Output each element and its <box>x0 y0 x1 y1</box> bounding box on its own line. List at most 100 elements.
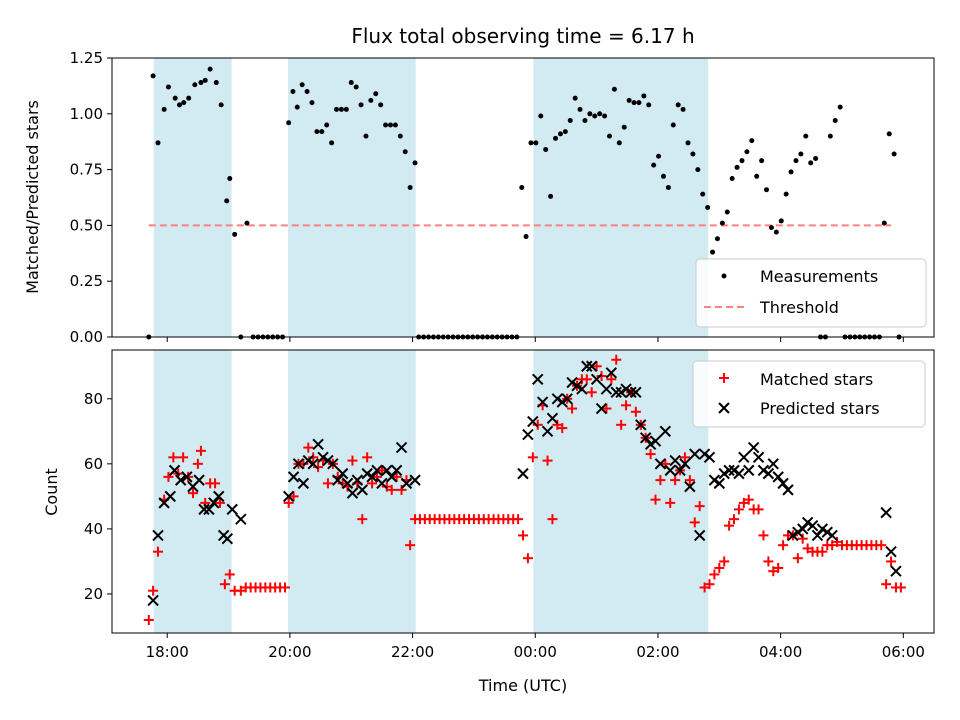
measurement-point-107 <box>675 102 681 108</box>
predicted-point-49 <box>546 412 559 425</box>
matched-point-83 <box>547 514 558 525</box>
predicted-point-67 <box>635 419 647 431</box>
top-ytick-label-2: 0.50 <box>70 216 103 234</box>
measurement-point-128 <box>778 218 784 224</box>
measurement-point-48 <box>387 122 393 128</box>
measurement-point-76 <box>523 234 529 240</box>
measurement-point-130 <box>788 169 794 175</box>
measurement-point-7 <box>181 100 187 106</box>
measurement-point-104 <box>660 173 666 179</box>
legend-cross-glyph <box>718 402 730 414</box>
matched-point-151 <box>881 579 892 590</box>
top-ytick-label-3: 0.75 <box>70 161 103 179</box>
legend-measurements-marker <box>721 273 727 279</box>
measurement-point-98 <box>631 100 637 106</box>
predicted-point-30 <box>346 487 359 499</box>
predicted-point-25 <box>322 454 334 467</box>
measurement-point-124 <box>759 158 765 164</box>
predicted-point-22 <box>307 458 319 470</box>
predicted-point-32 <box>356 484 368 496</box>
measurement-point-33 <box>314 129 320 135</box>
measurement-point-96 <box>621 124 627 130</box>
predicted-point-77 <box>684 480 696 493</box>
measurement-point-114 <box>710 249 716 255</box>
predicted-point-78 <box>689 448 701 460</box>
legend-plus-glyph <box>719 373 729 383</box>
top-panel: 0.00 0.25 0.50 0.75 1.00 1.25 Matched/Predict… <box>23 49 935 346</box>
measurement-point-91 <box>597 111 603 117</box>
matched-point-152 <box>886 556 897 567</box>
matched-point-45 <box>362 452 373 463</box>
predicted-point-90 <box>747 441 760 454</box>
bottom-panel: 20 40 60 80 18:00 20:00 22:00 00:00 02:00 04:00 0… <box>42 349 935 695</box>
predicted-point-16 <box>235 513 247 525</box>
predicted-point-34 <box>366 471 378 483</box>
matched-point-113 <box>694 501 705 512</box>
x-tick-label-1: 20:00 <box>268 643 311 661</box>
measurement-point-5 <box>172 95 178 101</box>
measurement-point-12 <box>207 66 213 72</box>
matched-point-93 <box>596 371 607 382</box>
predicted-point-54 <box>571 380 583 392</box>
measurement-point-9 <box>192 82 198 88</box>
matched-point-1 <box>148 585 159 596</box>
measurement-point-6 <box>176 102 182 108</box>
matched-point-42 <box>347 455 358 466</box>
predicted-point-46 <box>532 373 544 385</box>
bottom-ytick-label-3: 80 <box>84 390 103 408</box>
measurement-point-109 <box>685 140 691 146</box>
predicted-point-39 <box>390 464 403 477</box>
matched-point-107 <box>665 497 676 508</box>
measurement-point-93 <box>606 133 612 139</box>
predicted-point-88 <box>738 451 750 464</box>
measurement-point-151 <box>891 151 897 157</box>
measurement-point-113 <box>705 205 711 211</box>
measurement-point-105 <box>665 184 671 190</box>
matched-point-9 <box>187 488 198 499</box>
predicted-point-24 <box>317 451 329 464</box>
predicted-point-62 <box>610 386 622 398</box>
measurement-point-29 <box>294 104 300 110</box>
measurement-point-135 <box>813 155 819 161</box>
predicted-point-52 <box>561 393 573 405</box>
matched-point-5 <box>168 452 179 463</box>
measurement-point-115 <box>714 236 720 242</box>
predicted-point-35 <box>371 464 383 477</box>
top-legend: Measurements Threshold <box>695 258 927 328</box>
predicted-point-44 <box>522 428 534 441</box>
measurement-point-52 <box>407 184 413 190</box>
predicted-point-71 <box>654 458 667 470</box>
predicted-point-6 <box>181 471 193 483</box>
measurement-point-14 <box>218 102 224 108</box>
x-tick-label-6: 06:00 <box>882 643 925 661</box>
top-ytick-label-1: 0.25 <box>70 272 103 290</box>
predicted-point-69 <box>644 438 657 451</box>
predicted-point-40 <box>395 441 408 454</box>
matched-point-129 <box>773 562 784 573</box>
matched-point-118 <box>719 556 730 567</box>
matched-point-94 <box>601 403 612 414</box>
predicted-point-5 <box>174 474 187 486</box>
predicted-point-36 <box>376 477 388 490</box>
bottom-y-axis-label: Count <box>42 468 61 516</box>
measurement-point-34 <box>319 129 325 135</box>
bottom-ytick-label-2: 60 <box>84 455 103 473</box>
predicted-point-53 <box>566 376 578 389</box>
measurement-point-120 <box>739 158 745 164</box>
matched-point-98 <box>621 400 632 411</box>
matched-point-133 <box>792 553 803 564</box>
matched-point-87 <box>567 403 578 414</box>
matched-point-85 <box>557 423 568 434</box>
legend-matched-label: Matched stars <box>760 370 873 389</box>
matched-point-4 <box>163 471 174 482</box>
bottom-x-axis: 18:00 20:00 22:00 00:00 02:00 04:00 06:00 <box>146 633 925 661</box>
predicted-point-18 <box>287 471 300 483</box>
predicted-point-73 <box>664 464 676 477</box>
predicted-stars-points <box>147 360 902 607</box>
measurement-point-3 <box>161 106 167 112</box>
matched-point-50 <box>386 484 397 495</box>
predicted-point-80 <box>698 448 711 460</box>
predicted-point-57 <box>585 360 598 372</box>
predicted-point-85 <box>723 464 735 477</box>
measurement-point-42 <box>358 102 364 108</box>
